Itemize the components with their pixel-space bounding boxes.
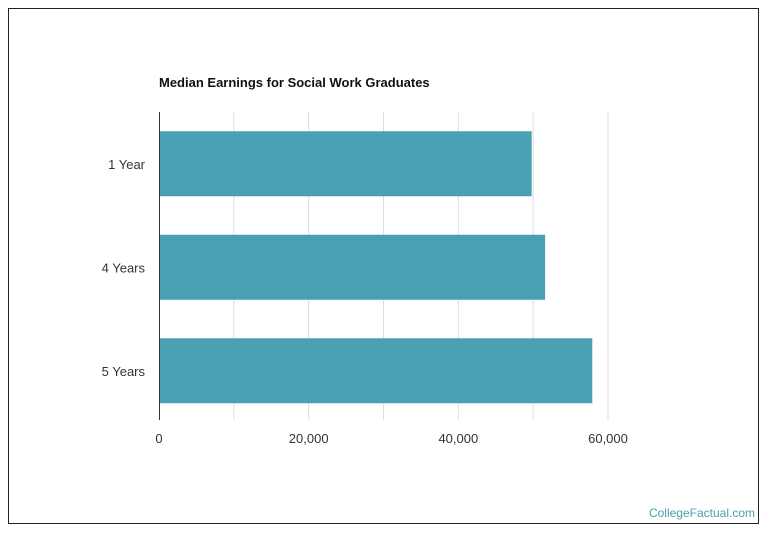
- x-tick-labels: 0 20,000 40,000 60,000: [155, 431, 628, 446]
- category-label: 5 Years: [102, 364, 146, 379]
- x-tick-label: 60,000: [588, 431, 628, 446]
- x-tick-label: 40,000: [438, 431, 478, 446]
- category-label: 1 Year: [108, 157, 146, 172]
- category-labels: 1 Year 4 Years 5 Years: [102, 157, 146, 379]
- bar-4-years[interactable]: [159, 234, 546, 300]
- bar-5-years[interactable]: [159, 338, 593, 404]
- watermark-link[interactable]: CollegeFactual.com: [648, 506, 755, 520]
- bar-1-year[interactable]: [159, 131, 532, 197]
- x-tick-label: 20,000: [289, 431, 329, 446]
- bars: [159, 131, 593, 404]
- x-tick-label: 0: [155, 431, 162, 446]
- category-label: 4 Years: [102, 260, 146, 275]
- chart-title: Median Earnings for Social Work Graduate…: [159, 75, 430, 90]
